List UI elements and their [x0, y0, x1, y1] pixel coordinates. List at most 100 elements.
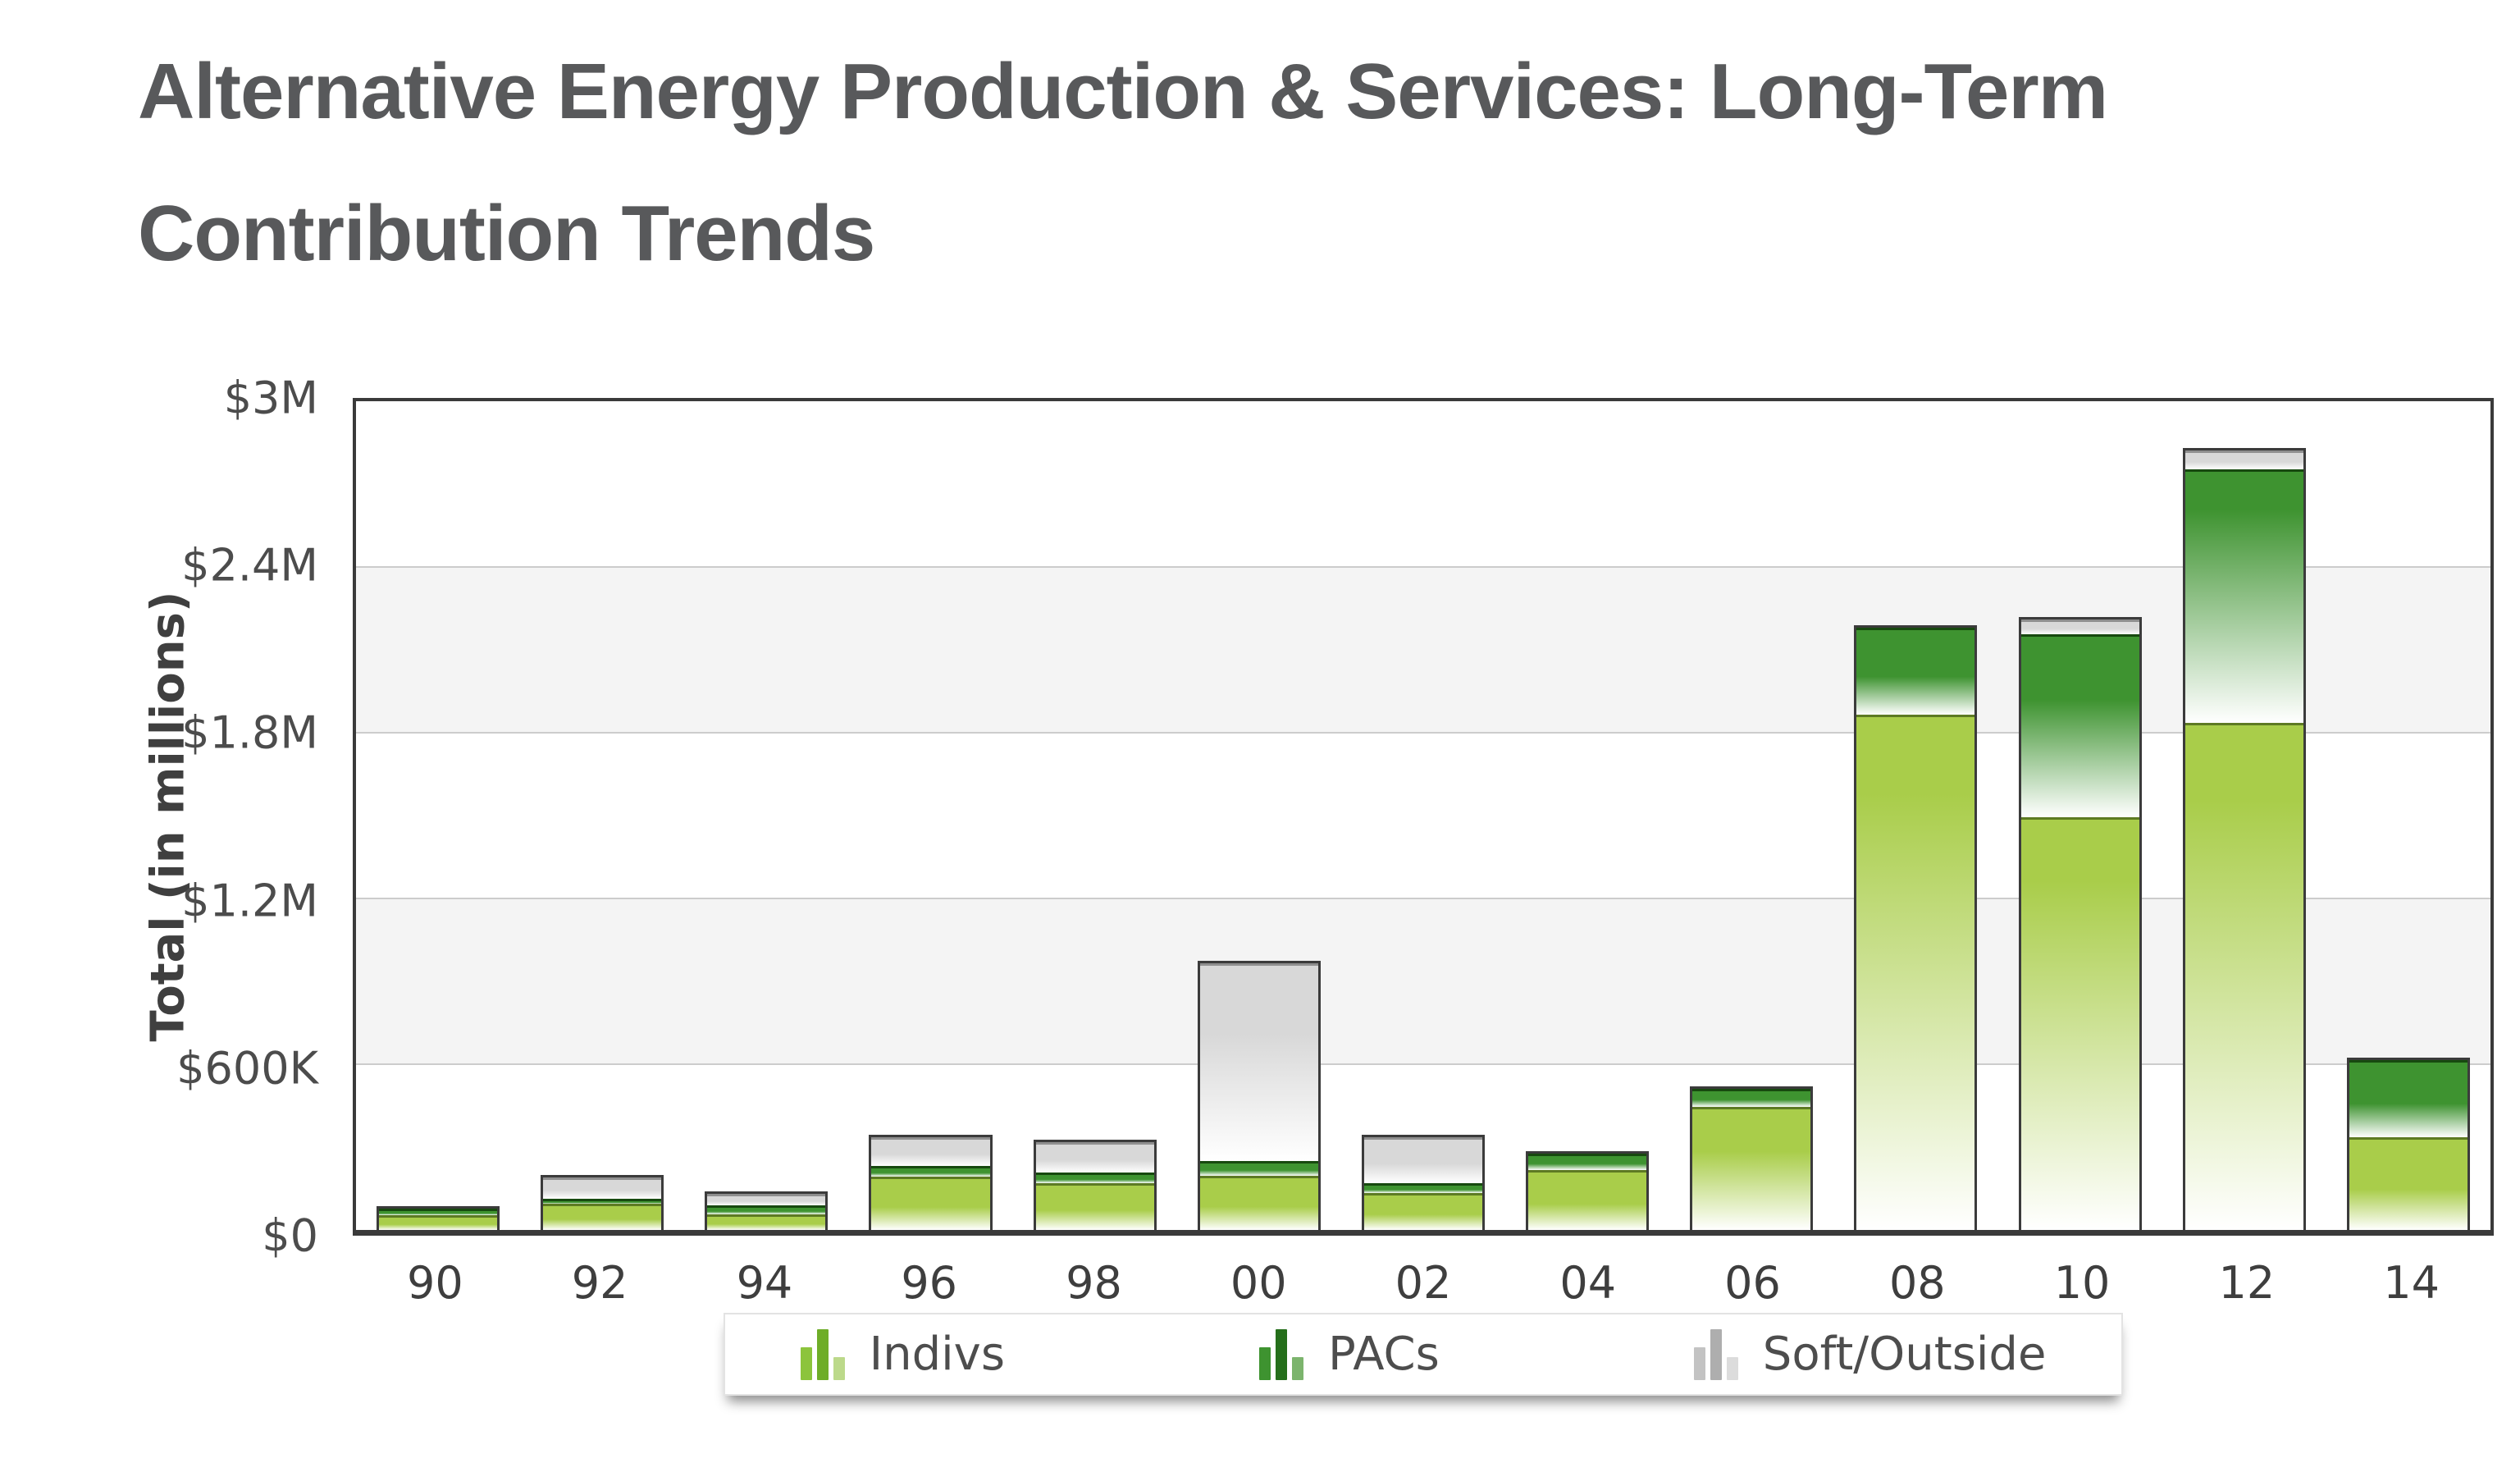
- stacked-bar-94[interactable]: [705, 1191, 829, 1230]
- bar-slot-10: [1998, 401, 2162, 1230]
- stacked-bar-14[interactable]: [2346, 1057, 2470, 1230]
- gridline: [356, 898, 2490, 899]
- bar-segment-indivs-14[interactable]: [2349, 1137, 2468, 1230]
- indivs-legend-icon: [800, 1328, 845, 1380]
- bar-segment-soft-outside-96[interactable]: [871, 1136, 990, 1166]
- legend-item-indivs: Indivs: [800, 1328, 1005, 1381]
- bar-segment-pacs-94[interactable]: [707, 1205, 826, 1214]
- x-tick-10: 10: [2053, 1257, 2111, 1309]
- bar-segment-indivs-94[interactable]: [707, 1214, 826, 1230]
- bar-segment-indivs-08[interactable]: [1856, 714, 1975, 1230]
- bar-slot-90: [356, 401, 520, 1230]
- bar-slot-96: [848, 401, 1012, 1230]
- bar-slot-14: [2326, 401, 2490, 1230]
- bar-segment-soft-outside-02[interactable]: [1363, 1136, 1483, 1183]
- x-tick-14: 14: [2383, 1257, 2440, 1309]
- pacs-legend-icon: [1259, 1328, 1303, 1380]
- bar-segment-indivs-10[interactable]: [2020, 816, 2139, 1230]
- bar-segment-indivs-96[interactable]: [871, 1177, 990, 1230]
- stacked-bar-98[interactable]: [1033, 1139, 1157, 1230]
- x-tick-12: 12: [2218, 1257, 2276, 1309]
- bar-slot-04: [1505, 401, 1669, 1230]
- y-tick-$3M: $3M: [223, 372, 318, 424]
- bar-slot-06: [1669, 401, 1833, 1230]
- legend-label-soft-outside: Soft/Outside: [1762, 1328, 2047, 1381]
- y-tick-labels: $3M $2.4M $1.8M $1.2M $600K $0: [0, 373, 331, 1262]
- bar-slot-12: [2162, 401, 2326, 1230]
- bar-segment-pacs-10[interactable]: [2020, 633, 2139, 817]
- bar-slot-00: [1177, 401, 1341, 1230]
- bar-segment-pacs-02[interactable]: [1363, 1182, 1483, 1193]
- bar-segment-indivs-00[interactable]: [1199, 1175, 1318, 1230]
- bar-segment-pacs-04[interactable]: [1528, 1154, 1647, 1170]
- bar-segment-pacs-06[interactable]: [1692, 1088, 1811, 1108]
- stacked-bar-10[interactable]: [2018, 616, 2142, 1230]
- legend-box: Indivs PACs Soft/Outside: [723, 1313, 2124, 1396]
- bar-slot-02: [1341, 401, 1505, 1230]
- x-tick-02: 02: [1395, 1257, 1452, 1309]
- bar-segment-indivs-04[interactable]: [1528, 1169, 1647, 1230]
- soft-outside-legend-icon: [1693, 1328, 1738, 1380]
- bar-segment-pacs-00[interactable]: [1199, 1161, 1318, 1176]
- bar-segment-indivs-92[interactable]: [543, 1203, 662, 1230]
- bar-segment-pacs-90[interactable]: [379, 1209, 498, 1215]
- x-tick-04: 04: [1559, 1257, 1617, 1309]
- y-tick-$2.4M: $2.4M: [181, 539, 318, 592]
- x-tick-92: 92: [571, 1257, 628, 1309]
- y-tick-$1.2M: $1.2M: [181, 875, 318, 927]
- legend-label-indivs: Indivs: [869, 1328, 1005, 1381]
- stacked-bar-12[interactable]: [2182, 448, 2306, 1230]
- stacked-bar-96[interactable]: [869, 1134, 993, 1230]
- bar-segment-pacs-98[interactable]: [1035, 1173, 1154, 1183]
- stacked-bar-04[interactable]: [1526, 1151, 1650, 1230]
- legend-item-soft-outside: Soft/Outside: [1693, 1328, 2047, 1381]
- legend-label-pacs: PACs: [1328, 1328, 1440, 1381]
- bar-slot-08: [1833, 401, 1997, 1230]
- x-tick-00: 00: [1230, 1257, 1287, 1309]
- stacked-bar-06[interactable]: [1690, 1086, 1814, 1230]
- plot-band: [356, 401, 2490, 567]
- stacked-bar-92[interactable]: [541, 1174, 664, 1230]
- chart-legend: Indivs PACs Soft/Outside: [353, 1313, 2494, 1396]
- y-tick-$0: $0: [262, 1209, 318, 1262]
- x-tick-90: 90: [407, 1257, 463, 1309]
- bar-slot-94: [684, 401, 848, 1230]
- bar-segment-soft-outside-98[interactable]: [1035, 1141, 1154, 1173]
- bar-segment-indivs-06[interactable]: [1692, 1107, 1811, 1230]
- x-tick-06: 06: [1724, 1257, 1781, 1309]
- bar-segment-pacs-12[interactable]: [2184, 469, 2303, 724]
- bar-slot-92: [520, 401, 684, 1230]
- gridline: [356, 566, 2490, 568]
- stacked-bar-02[interactable]: [1361, 1134, 1486, 1230]
- stacked-bar-08[interactable]: [1854, 624, 1978, 1230]
- bar-segment-indivs-12[interactable]: [2184, 723, 2303, 1230]
- x-tick-labels: 90 92 94 96 98 00 02 04 06 08 10 12 14: [353, 1257, 2494, 1323]
- bar-segment-pacs-92[interactable]: [543, 1198, 662, 1204]
- bar-segment-indivs-02[interactable]: [1363, 1192, 1483, 1230]
- y-tick-$600K: $600K: [176, 1042, 318, 1095]
- bar-slot-98: [1013, 401, 1177, 1230]
- x-tick-98: 98: [1066, 1257, 1122, 1309]
- bar-segment-soft-outside-00[interactable]: [1199, 962, 1318, 1162]
- bar-segment-soft-outside-94[interactable]: [707, 1193, 826, 1206]
- bar-segment-pacs-08[interactable]: [1856, 627, 1975, 715]
- page-title: Alternative Energy Production & Services…: [138, 48, 2108, 277]
- legend-item-pacs: PACs: [1259, 1328, 1440, 1381]
- gridline: [356, 1063, 2490, 1065]
- x-tick-94: 94: [736, 1257, 793, 1309]
- bar-segment-soft-outside-92[interactable]: [543, 1177, 662, 1199]
- plot-area: [353, 398, 2494, 1236]
- bar-segment-pacs-14[interactable]: [2349, 1059, 2468, 1138]
- bar-segment-pacs-96[interactable]: [871, 1165, 990, 1177]
- bar-segment-soft-outside-10[interactable]: [2020, 619, 2139, 634]
- y-tick-$1.8M: $1.8M: [181, 706, 318, 759]
- x-tick-96: 96: [901, 1257, 958, 1309]
- bar-segment-indivs-90[interactable]: [379, 1215, 498, 1230]
- gridline: [356, 732, 2490, 734]
- bar-segment-soft-outside-12[interactable]: [2184, 450, 2303, 470]
- x-tick-08: 08: [1888, 1257, 1946, 1309]
- bar-segment-indivs-98[interactable]: [1035, 1182, 1154, 1230]
- stacked-bar-90[interactable]: [377, 1206, 500, 1230]
- stacked-bar-00[interactable]: [1197, 960, 1321, 1230]
